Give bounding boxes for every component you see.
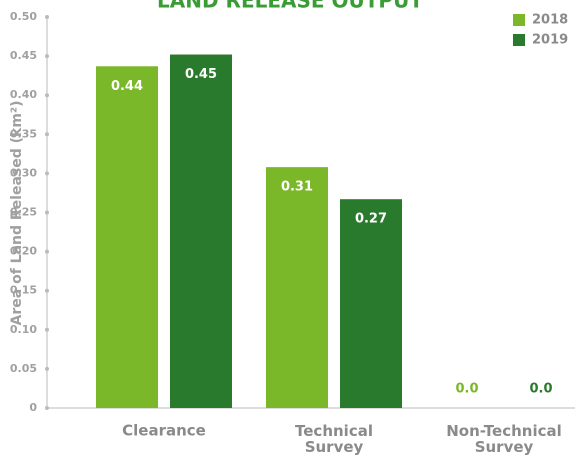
y-tick xyxy=(45,288,49,293)
legend-label: 2019 xyxy=(532,33,568,48)
legend-swatch xyxy=(513,34,525,46)
y-tick-label: 0.35 xyxy=(10,127,37,140)
y-axis-label: Area of Land Released (km²) xyxy=(9,101,25,326)
y-tick-label: 0.45 xyxy=(10,49,37,62)
y-tick-label: 0.30 xyxy=(10,166,37,179)
y-tick xyxy=(45,132,49,137)
x-tick-label: Non-Technical Survey xyxy=(446,422,562,456)
y-tick xyxy=(45,406,49,410)
value-label: 0.31 xyxy=(281,180,313,195)
y-tick xyxy=(45,54,49,59)
y-tick-label: 0.20 xyxy=(10,245,37,258)
bar xyxy=(96,66,158,409)
bar xyxy=(340,199,402,408)
x-tick-label: Technical Survey xyxy=(295,422,373,456)
legend-label: 2018 xyxy=(532,13,568,28)
y-tick xyxy=(45,210,49,215)
y-tick xyxy=(45,93,49,98)
value-label: 0.27 xyxy=(355,212,387,227)
bar xyxy=(266,167,328,408)
value-label: 0.45 xyxy=(185,67,217,82)
y-tick xyxy=(45,327,49,332)
y-tick xyxy=(45,366,49,371)
y-tick xyxy=(45,15,49,19)
value-label: 0.44 xyxy=(111,79,143,94)
y-tick-label: 0.15 xyxy=(10,284,37,297)
value-label: 0.0 xyxy=(455,382,478,397)
y-tick-label: 0.05 xyxy=(10,362,37,375)
bar xyxy=(170,54,232,408)
chart-title: LAND RELEASE OUTPUT xyxy=(157,0,423,13)
y-tick-label: 0.40 xyxy=(10,88,37,101)
legend-swatch xyxy=(513,14,525,26)
y-tick-label: 0.50 xyxy=(10,10,37,23)
y-tick xyxy=(45,171,49,176)
y-tick xyxy=(45,249,49,254)
x-tick-label: Clearance xyxy=(122,422,206,440)
y-tick-label: 0 xyxy=(29,401,37,414)
y-tick-label: 0.25 xyxy=(10,206,37,219)
value-label: 0.0 xyxy=(529,382,552,397)
y-tick-label: 0.10 xyxy=(10,323,37,336)
